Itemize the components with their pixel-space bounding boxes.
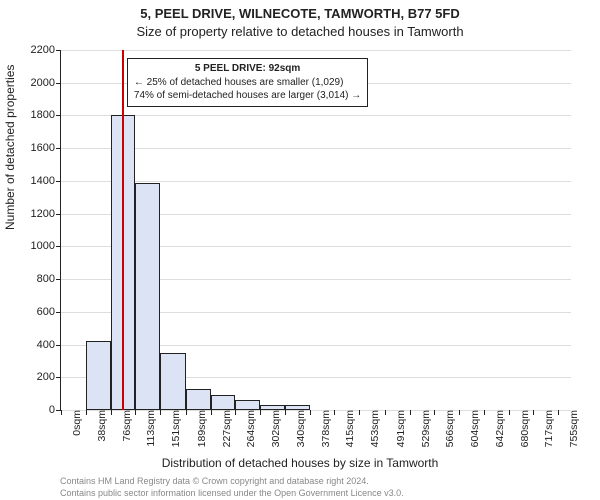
x-tick-label: 378sqm: [314, 410, 332, 447]
x-tick-label: 0sqm: [65, 410, 83, 436]
x-tick-label: 604sqm: [463, 410, 481, 447]
gridline: [61, 50, 571, 51]
histogram-bar: [86, 341, 111, 410]
annotation-line-1: ← 25% of detached houses are smaller (1,…: [134, 76, 361, 90]
x-tick-mark: [359, 410, 360, 415]
x-tick-label: 189sqm: [190, 410, 208, 447]
x-tick-mark: [334, 410, 335, 415]
chart-subtitle: Size of property relative to detached ho…: [0, 24, 600, 39]
x-tick-label: 113sqm: [139, 410, 157, 447]
x-axis-label: Distribution of detached houses by size …: [0, 456, 600, 470]
x-tick-label: 529sqm: [414, 410, 432, 447]
x-tick-mark: [410, 410, 411, 415]
x-tick-mark: [86, 410, 87, 415]
x-tick-label: 76sqm: [115, 410, 133, 442]
x-tick-mark: [558, 410, 559, 415]
x-tick-label: 227sqm: [215, 410, 233, 447]
x-tick-mark: [211, 410, 212, 415]
y-tick-label: 800: [7, 273, 61, 285]
x-tick-mark: [160, 410, 161, 415]
x-tick-mark: [135, 410, 136, 415]
y-tick-label: 600: [7, 306, 61, 318]
histogram-bar: [211, 395, 235, 410]
histogram-bar: [135, 183, 160, 410]
footer-note-2: Contains public sector information licen…: [60, 488, 404, 498]
x-tick-label: 566sqm: [438, 410, 456, 447]
x-tick-mark: [186, 410, 187, 415]
x-tick-label: 151sqm: [164, 410, 182, 447]
x-tick-label: 717sqm: [537, 410, 555, 447]
x-tick-label: 264sqm: [239, 410, 257, 447]
x-tick-mark: [111, 410, 112, 415]
x-tick-mark: [533, 410, 534, 415]
chart-title: 5, PEEL DRIVE, WILNECOTE, TAMWORTH, B77 …: [0, 6, 600, 21]
y-tick-label: 1600: [7, 142, 61, 154]
y-tick-label: 400: [7, 339, 61, 351]
y-tick-label: 1400: [7, 175, 61, 187]
x-tick-mark: [385, 410, 386, 415]
histogram-bar: [160, 353, 185, 410]
footer-note-1: Contains HM Land Registry data © Crown c…: [60, 476, 369, 486]
x-tick-mark: [434, 410, 435, 415]
x-tick-label: 453sqm: [363, 410, 381, 447]
x-tick-label: 680sqm: [513, 410, 531, 447]
gridline: [61, 148, 571, 149]
x-tick-mark: [509, 410, 510, 415]
y-tick-label: 2200: [7, 44, 61, 56]
y-tick-label: 1800: [7, 109, 61, 121]
annotation-line-2: 74% of semi-detached houses are larger (…: [134, 89, 361, 103]
x-tick-label: 642sqm: [488, 410, 506, 447]
x-tick-label: 38sqm: [90, 410, 108, 442]
histogram-bar: [186, 389, 211, 410]
reference-line: [122, 50, 124, 410]
x-tick-mark: [310, 410, 311, 415]
y-tick-label: 1000: [7, 240, 61, 252]
annotation-header: 5 PEEL DRIVE: 92sqm: [134, 62, 361, 76]
x-tick-mark: [484, 410, 485, 415]
x-tick-label: 302sqm: [264, 410, 282, 447]
gridline: [61, 115, 571, 116]
annotation-box: 5 PEEL DRIVE: 92sqm ← 25% of detached ho…: [127, 58, 368, 107]
y-tick-label: 1200: [7, 208, 61, 220]
x-tick-mark: [61, 410, 62, 415]
y-tick-label: 200: [7, 371, 61, 383]
x-tick-label: 340sqm: [289, 410, 307, 447]
y-tick-label: 2000: [7, 77, 61, 89]
histogram-bar: [235, 400, 260, 410]
x-tick-label: 415sqm: [338, 410, 356, 447]
plot-area: 0200400600800100012001400160018002000220…: [60, 50, 571, 411]
x-tick-mark: [260, 410, 261, 415]
x-tick-mark: [285, 410, 286, 415]
x-tick-label: 491sqm: [389, 410, 407, 447]
chart: 5, PEEL DRIVE, WILNECOTE, TAMWORTH, B77 …: [0, 0, 600, 500]
x-tick-mark: [235, 410, 236, 415]
x-tick-label: 755sqm: [562, 410, 580, 447]
x-tick-mark: [459, 410, 460, 415]
y-tick-label: 0: [7, 404, 61, 416]
